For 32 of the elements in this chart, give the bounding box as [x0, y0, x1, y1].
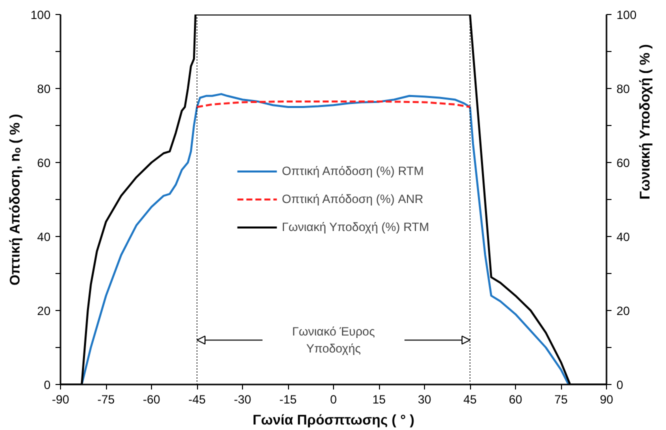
legend-label: Οπτική Απόδοση (%) ANR: [282, 192, 424, 206]
annotation: Γωνιακό Έυρος Υποδοχής: [292, 324, 376, 356]
x-tick-label: 15: [372, 392, 386, 406]
y2-axis-title: Γωνιακή Υποδοχή ( % ): [636, 44, 653, 200]
x-tick-label: 0: [330, 392, 338, 406]
y-tick-label: 20: [37, 304, 51, 318]
y-axis-title: Οπτική Απόδοση, nₒ ( % ): [6, 114, 22, 286]
y2-tick-label: 40: [616, 230, 630, 244]
x-tick-label: -30: [234, 392, 252, 406]
y-tick-label: 100: [30, 8, 51, 22]
x-tick-label: 75: [554, 392, 568, 406]
y2-tick-label: 100: [616, 8, 637, 22]
y2-tick-label: 80: [616, 82, 630, 96]
x-tick-label: 30: [418, 392, 432, 406]
x-tick-label: 90: [600, 392, 614, 406]
legend-label: Οπτική Απόδοση (%) RTM: [282, 164, 424, 178]
y-tick-label: 60: [37, 156, 51, 170]
y-tick-label: 40: [37, 230, 51, 244]
legend-label: Γωνιακή Υποδοχή (%) RTM: [282, 220, 430, 234]
y-tick-label: 80: [37, 82, 51, 96]
y2-tick-label: 60: [616, 156, 630, 170]
y-tick-label: 0: [44, 378, 51, 392]
x-axis-title: Γωνία Πρόσπτωσης ( ° ): [252, 412, 414, 428]
x-tick-label: -15: [279, 392, 297, 406]
x-tick-label: -75: [97, 392, 115, 406]
x-tick-label: -90: [52, 392, 70, 406]
y2-tick-label: 20: [616, 304, 630, 318]
x-tick-label: -60: [142, 392, 160, 406]
x-tick-label: 60: [508, 392, 522, 406]
x-tick-label: 45: [463, 392, 477, 406]
y2-tick-label: 0: [616, 378, 624, 392]
x-tick-label: -45: [188, 392, 206, 406]
